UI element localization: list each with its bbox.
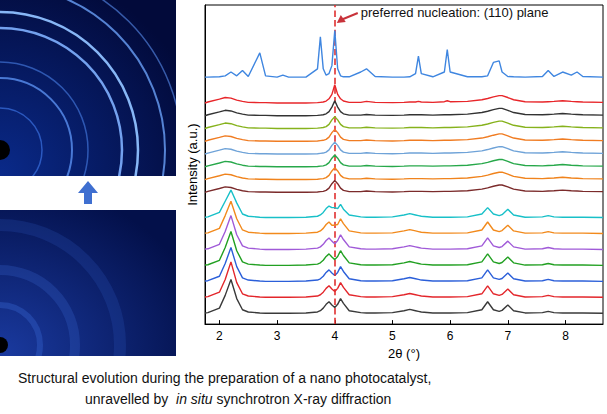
svg-text:Intensity (a.u.): Intensity (a.u.) (185, 123, 200, 205)
svg-text:5: 5 (389, 329, 396, 343)
svg-text:6: 6 (447, 329, 454, 343)
svg-text:7: 7 (504, 329, 511, 343)
html-text:Structural evolution during th: Structural evolution during the preparat… (18, 370, 432, 386)
svg-text:preferred nucleation: (110) pl: preferred nucleation: (110) plane (361, 5, 549, 20)
svg-text:8: 8 (562, 329, 569, 343)
svg-text:2: 2 (216, 329, 223, 343)
svg-text:3: 3 (274, 329, 281, 343)
svg-text:4: 4 (331, 329, 338, 343)
html-text:unravelled by in situ synchrot: unravelled by in situ synchrotron X-ray … (85, 391, 392, 407)
svg-text:2θ (°): 2θ (°) (388, 346, 420, 361)
